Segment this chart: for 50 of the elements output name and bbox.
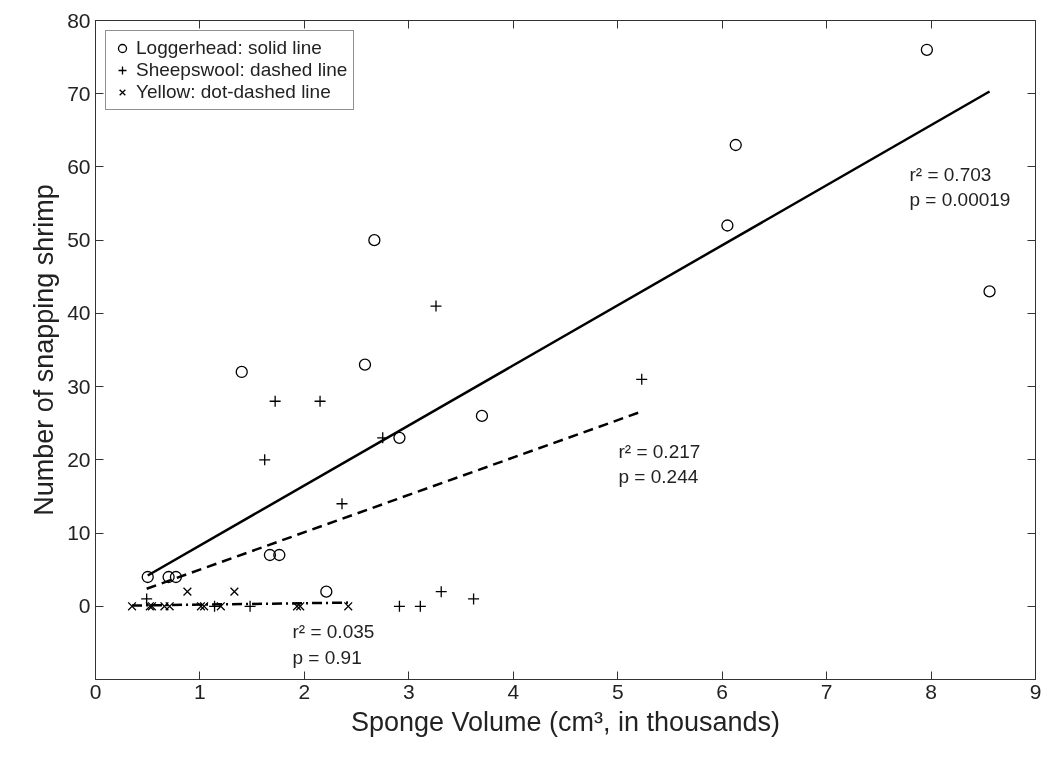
point	[235, 365, 248, 379]
point	[721, 219, 734, 232]
point	[182, 587, 192, 597]
y-tick-label: 30	[67, 374, 91, 398]
annotation: r² = 0.035	[292, 621, 375, 642]
y-tick-label: 40	[67, 301, 91, 325]
legend-label: Loggerhead: solid line	[136, 37, 322, 59]
x-tick-label: 5	[611, 679, 624, 703]
y-tick-label: 80	[67, 8, 91, 32]
x-tick-label: 4	[507, 679, 520, 703]
y-tick-label: 10	[67, 521, 91, 545]
point	[162, 570, 175, 584]
x-tick-label: 3	[402, 679, 415, 703]
legend-label: Sheepswool: dashed line	[136, 59, 348, 81]
annotation: r² = 0.217	[618, 441, 701, 462]
y-tick-label: 0	[78, 594, 91, 618]
point	[467, 592, 480, 606]
point	[393, 431, 406, 445]
annotation: r² = 0.703	[909, 164, 992, 185]
point	[983, 285, 996, 298]
annotation: p = 0.00019	[909, 189, 1011, 210]
y-tick-label: 70	[67, 81, 91, 105]
point	[141, 570, 154, 584]
point	[229, 587, 239, 597]
point	[343, 601, 353, 611]
point	[368, 234, 381, 247]
point	[320, 585, 333, 598]
y-tick-label: 20	[67, 447, 91, 471]
point	[358, 358, 372, 371]
point	[273, 548, 286, 562]
point	[169, 570, 183, 584]
point	[475, 409, 489, 423]
point	[920, 43, 934, 56]
x-tick-label: 1	[194, 679, 206, 703]
x-axis-title: Sponge Volume (cm³, in thousands)	[350, 706, 781, 737]
annotation: p = 0.244	[618, 466, 699, 487]
point	[393, 600, 406, 613]
y-axis-title: Number of snapping shrimp	[29, 184, 60, 516]
x-tick-label: 2	[298, 679, 311, 703]
x-tick-label: 9	[1029, 679, 1042, 703]
point	[729, 138, 742, 152]
y-tick-label: 50	[67, 228, 91, 252]
legend-label: Yellow: dot-dashed line	[136, 81, 331, 103]
x-tick-label: 6	[716, 679, 729, 703]
point	[263, 548, 277, 562]
annotation: p = 0.91	[292, 647, 362, 668]
y-tick-label: 60	[67, 154, 91, 178]
x-tick-label: 8	[925, 679, 937, 703]
x-tick-label: 7	[820, 679, 833, 703]
point	[127, 601, 137, 611]
